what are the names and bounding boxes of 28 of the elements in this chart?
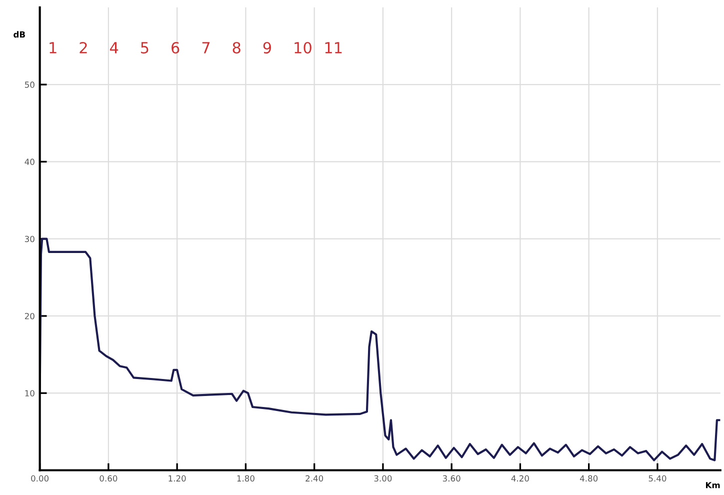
annotation: 11 (325, 42, 342, 54)
x-tick-label: 1.80 (237, 475, 254, 482)
x-tick-label: 3.00 (374, 475, 392, 482)
annotation: 7 (202, 42, 210, 54)
annotation: 1 (50, 42, 56, 54)
x-tick-label: 5.40 (648, 475, 666, 482)
annotation: 9 (263, 42, 272, 54)
x-axis-title: Km (706, 482, 720, 488)
y-tick-label: 10 (25, 390, 34, 396)
x-tick-label: 0.60 (100, 475, 118, 482)
annotation: 5 (141, 42, 148, 54)
x-tick-label: 2.40 (306, 475, 324, 482)
y-tick-label: 30 (24, 236, 34, 242)
y-tick-label: 40 (24, 158, 34, 165)
annotation: 4 (110, 42, 118, 54)
y-tick-label: 20 (24, 312, 34, 320)
x-tick-label: 3.60 (442, 475, 460, 482)
x-tick-label: 0.00 (31, 475, 49, 482)
annotation: 10 (294, 42, 312, 54)
y-axis-title: dB (14, 31, 25, 38)
line-series (40, 238, 720, 462)
x-tick-label: 1.20 (168, 475, 186, 482)
x-tick-label: 4.20 (511, 475, 529, 482)
annotation: 2 (80, 42, 87, 54)
y-tick-label: 50 (25, 82, 34, 88)
annotation: 8 (232, 42, 240, 54)
annotation: 6 (172, 42, 180, 54)
x-tick-label: 4.80 (580, 475, 598, 482)
